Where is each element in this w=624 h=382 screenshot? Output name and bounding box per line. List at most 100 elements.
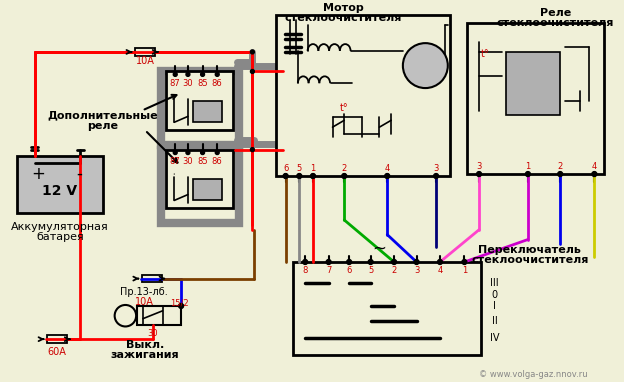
Text: 2: 2 (391, 266, 397, 275)
Circle shape (173, 151, 177, 154)
Text: 10A: 10A (135, 56, 154, 66)
Text: 4: 4 (592, 162, 597, 171)
Text: 1: 1 (525, 162, 530, 171)
Text: 7: 7 (326, 266, 331, 275)
Circle shape (311, 174, 315, 178)
Text: 2: 2 (557, 162, 563, 171)
Text: 3: 3 (434, 164, 439, 173)
Circle shape (434, 173, 439, 178)
Circle shape (250, 50, 255, 54)
Text: +: + (31, 165, 46, 183)
Text: Дополнительные: Дополнительные (47, 110, 158, 120)
Circle shape (392, 259, 396, 264)
Text: © www.volga-gaz.nnov.ru: © www.volga-gaz.nnov.ru (479, 370, 588, 379)
Circle shape (186, 151, 190, 154)
Bar (167, 150, 233, 208)
Text: Мотор: Мотор (323, 3, 364, 13)
Text: 5: 5 (296, 164, 302, 173)
Circle shape (592, 172, 597, 176)
Circle shape (115, 305, 136, 327)
Text: 30: 30 (147, 329, 158, 338)
Text: 30: 30 (183, 157, 193, 166)
Circle shape (385, 173, 389, 178)
Text: зажигания: зажигания (110, 350, 179, 360)
Bar (47, 335, 67, 343)
Circle shape (201, 73, 205, 76)
Circle shape (462, 259, 467, 264)
Text: 87: 87 (170, 157, 180, 166)
Text: II: II (492, 316, 497, 325)
Text: 2: 2 (341, 164, 347, 173)
Text: стеклоочистителя: стеклоочистителя (497, 18, 614, 28)
Text: Пр.13-лб.: Пр.13-лб. (120, 287, 168, 297)
Circle shape (250, 148, 255, 152)
Text: стеклоочистителя: стеклоочистителя (471, 255, 588, 265)
Circle shape (437, 259, 442, 264)
Text: 3: 3 (476, 162, 482, 171)
Circle shape (298, 174, 301, 178)
Circle shape (297, 173, 302, 178)
Text: 12 V: 12 V (42, 184, 77, 197)
Text: Аккумуляторная: Аккумуляторная (11, 222, 109, 232)
Text: 3: 3 (414, 266, 419, 275)
Text: t°: t° (340, 103, 349, 113)
Text: 87: 87 (170, 79, 180, 88)
Bar (17, 157, 103, 213)
Text: 4: 4 (437, 266, 442, 275)
Text: 6: 6 (346, 266, 352, 275)
Text: 86: 86 (212, 79, 223, 88)
Text: 0: 0 (492, 290, 498, 300)
Bar (276, 15, 450, 176)
Text: ~: ~ (373, 239, 386, 257)
Circle shape (178, 304, 183, 308)
Text: реле: реле (87, 121, 119, 131)
Text: стеклоочистителя: стеклоочистителя (285, 13, 402, 23)
Text: t°: t° (480, 49, 489, 59)
Text: 85: 85 (197, 79, 208, 88)
Circle shape (558, 172, 563, 176)
Bar (193, 179, 222, 201)
Text: 60A: 60A (47, 347, 66, 357)
Text: Переключатель: Переключатель (479, 245, 582, 255)
Circle shape (525, 172, 530, 176)
Text: 5: 5 (368, 266, 373, 275)
Text: 6: 6 (283, 164, 288, 173)
Text: 4: 4 (384, 164, 390, 173)
Text: 15/2: 15/2 (170, 298, 188, 308)
Circle shape (368, 259, 373, 264)
Bar (135, 48, 155, 56)
Text: -: - (77, 165, 82, 183)
Text: I: I (493, 301, 496, 311)
Circle shape (347, 259, 351, 264)
Bar (167, 71, 233, 130)
Circle shape (179, 304, 183, 308)
Circle shape (303, 259, 308, 264)
Bar (467, 23, 604, 174)
Bar (193, 101, 222, 122)
Circle shape (385, 174, 389, 178)
Circle shape (311, 173, 315, 178)
Bar (142, 275, 162, 283)
Bar (507, 52, 560, 115)
Text: 30: 30 (183, 79, 193, 88)
Circle shape (201, 151, 205, 154)
Bar (137, 306, 181, 325)
Circle shape (477, 172, 482, 176)
Text: 10A: 10A (135, 297, 154, 307)
Text: 1: 1 (462, 266, 467, 275)
Circle shape (326, 259, 331, 264)
Text: IV: IV (490, 333, 499, 343)
Circle shape (403, 43, 448, 88)
Circle shape (186, 73, 190, 76)
Circle shape (343, 174, 346, 178)
Bar (160, 71, 239, 145)
Text: Реле: Реле (540, 8, 571, 18)
Text: 8: 8 (303, 266, 308, 275)
Text: батарея: батарея (36, 231, 84, 241)
Text: 86: 86 (212, 157, 223, 166)
Circle shape (215, 73, 219, 76)
Circle shape (342, 173, 347, 178)
Circle shape (284, 174, 288, 178)
Circle shape (414, 259, 419, 264)
Text: 1: 1 (310, 164, 316, 173)
